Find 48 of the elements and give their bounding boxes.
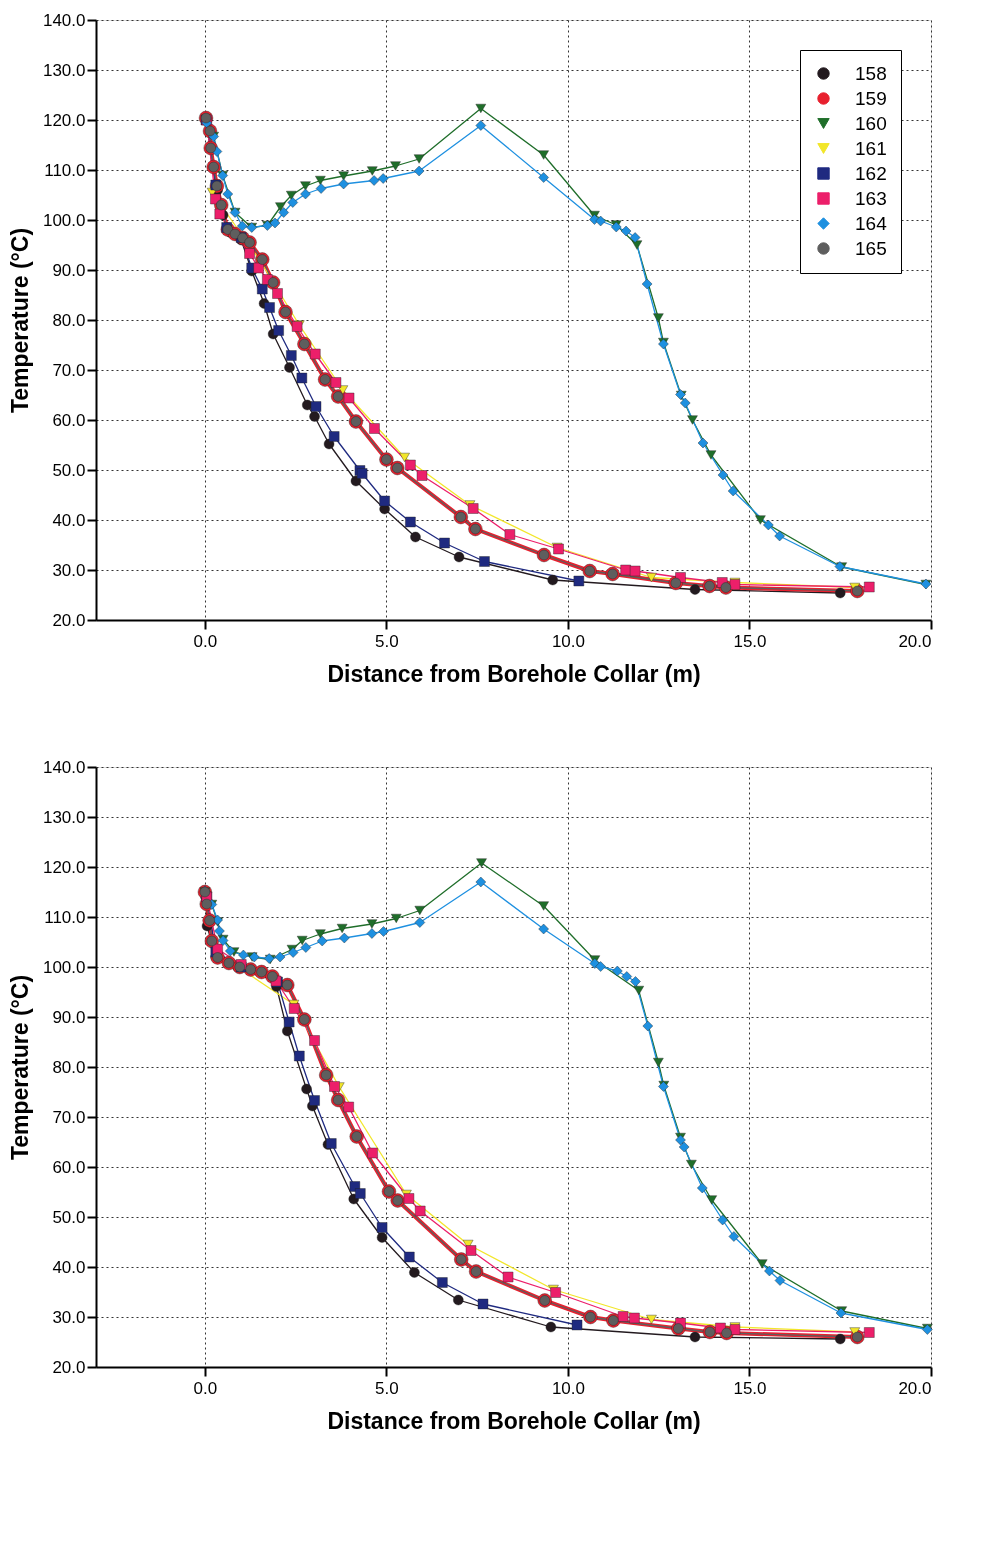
x-tick-label: 15.0: [733, 631, 767, 651]
y-tick-label: 140.0: [42, 757, 86, 777]
x-axis-title: Distance from Borehole Collar (m): [327, 660, 701, 687]
y-axis-title: Temperature (°C): [6, 227, 33, 414]
y-tick-label: 100.0: [42, 957, 86, 977]
y-tick-label: 40.0: [52, 510, 86, 530]
x-tick-label: 5.0: [375, 631, 399, 651]
y-tick-label: 90.0: [52, 1007, 86, 1027]
y-tick-label: 70.0: [52, 1107, 86, 1127]
y-tick-label: 70.0: [52, 360, 86, 380]
y-tick-label: 130.0: [42, 60, 86, 80]
y-tick-label: 30.0: [52, 1307, 86, 1327]
x-axis-title: Distance from Borehole Collar (m): [327, 1407, 701, 1434]
legend-label: 163: [855, 187, 887, 209]
x-tick-label: 5.0: [375, 1378, 399, 1398]
y-tick-label: 60.0: [52, 1157, 86, 1177]
y-tick-label: 50.0: [52, 1207, 86, 1227]
legend-label: 158: [855, 62, 887, 84]
y-axis-title: Temperature (°C): [6, 974, 33, 1161]
y-tick-label: 90.0: [52, 260, 86, 280]
x-tick-label: 0.0: [193, 631, 218, 651]
y-tick-label: 40.0: [52, 1257, 86, 1277]
x-tick-label: 20.0: [898, 631, 932, 651]
y-tick-label: 20.0: [52, 1357, 86, 1377]
y-tick-label: 80.0: [52, 1057, 86, 1077]
x-tick-label: 0.0: [193, 1378, 218, 1398]
x-tick-label: 10.0: [551, 631, 585, 651]
x-tick-label: 15.0: [733, 1378, 767, 1398]
legend-label: 160: [855, 112, 887, 134]
legend-label: 164: [855, 212, 888, 234]
y-tick-label: 100.0: [42, 210, 86, 230]
legend-label: 165: [855, 237, 887, 259]
x-tick-label: 10.0: [551, 1378, 585, 1398]
legend-label: 159: [855, 87, 887, 109]
y-tick-label: 140.0: [42, 10, 86, 30]
y-tick-label: 30.0: [52, 560, 86, 580]
legend-label: 162: [855, 162, 887, 184]
y-tick-label: 110.0: [44, 907, 86, 927]
y-tick-label: 120.0: [42, 110, 86, 130]
legend-label: 161: [855, 137, 887, 159]
y-tick-label: 120.0: [42, 857, 86, 877]
y-tick-label: 130.0: [42, 807, 86, 827]
y-tick-label: 60.0: [52, 410, 86, 430]
y-tick-label: 80.0: [52, 310, 86, 330]
y-tick-label: 110.0: [44, 160, 86, 180]
y-tick-label: 50.0: [52, 460, 86, 480]
y-tick-label: 20.0: [52, 610, 86, 630]
x-tick-label: 20.0: [898, 1378, 932, 1398]
